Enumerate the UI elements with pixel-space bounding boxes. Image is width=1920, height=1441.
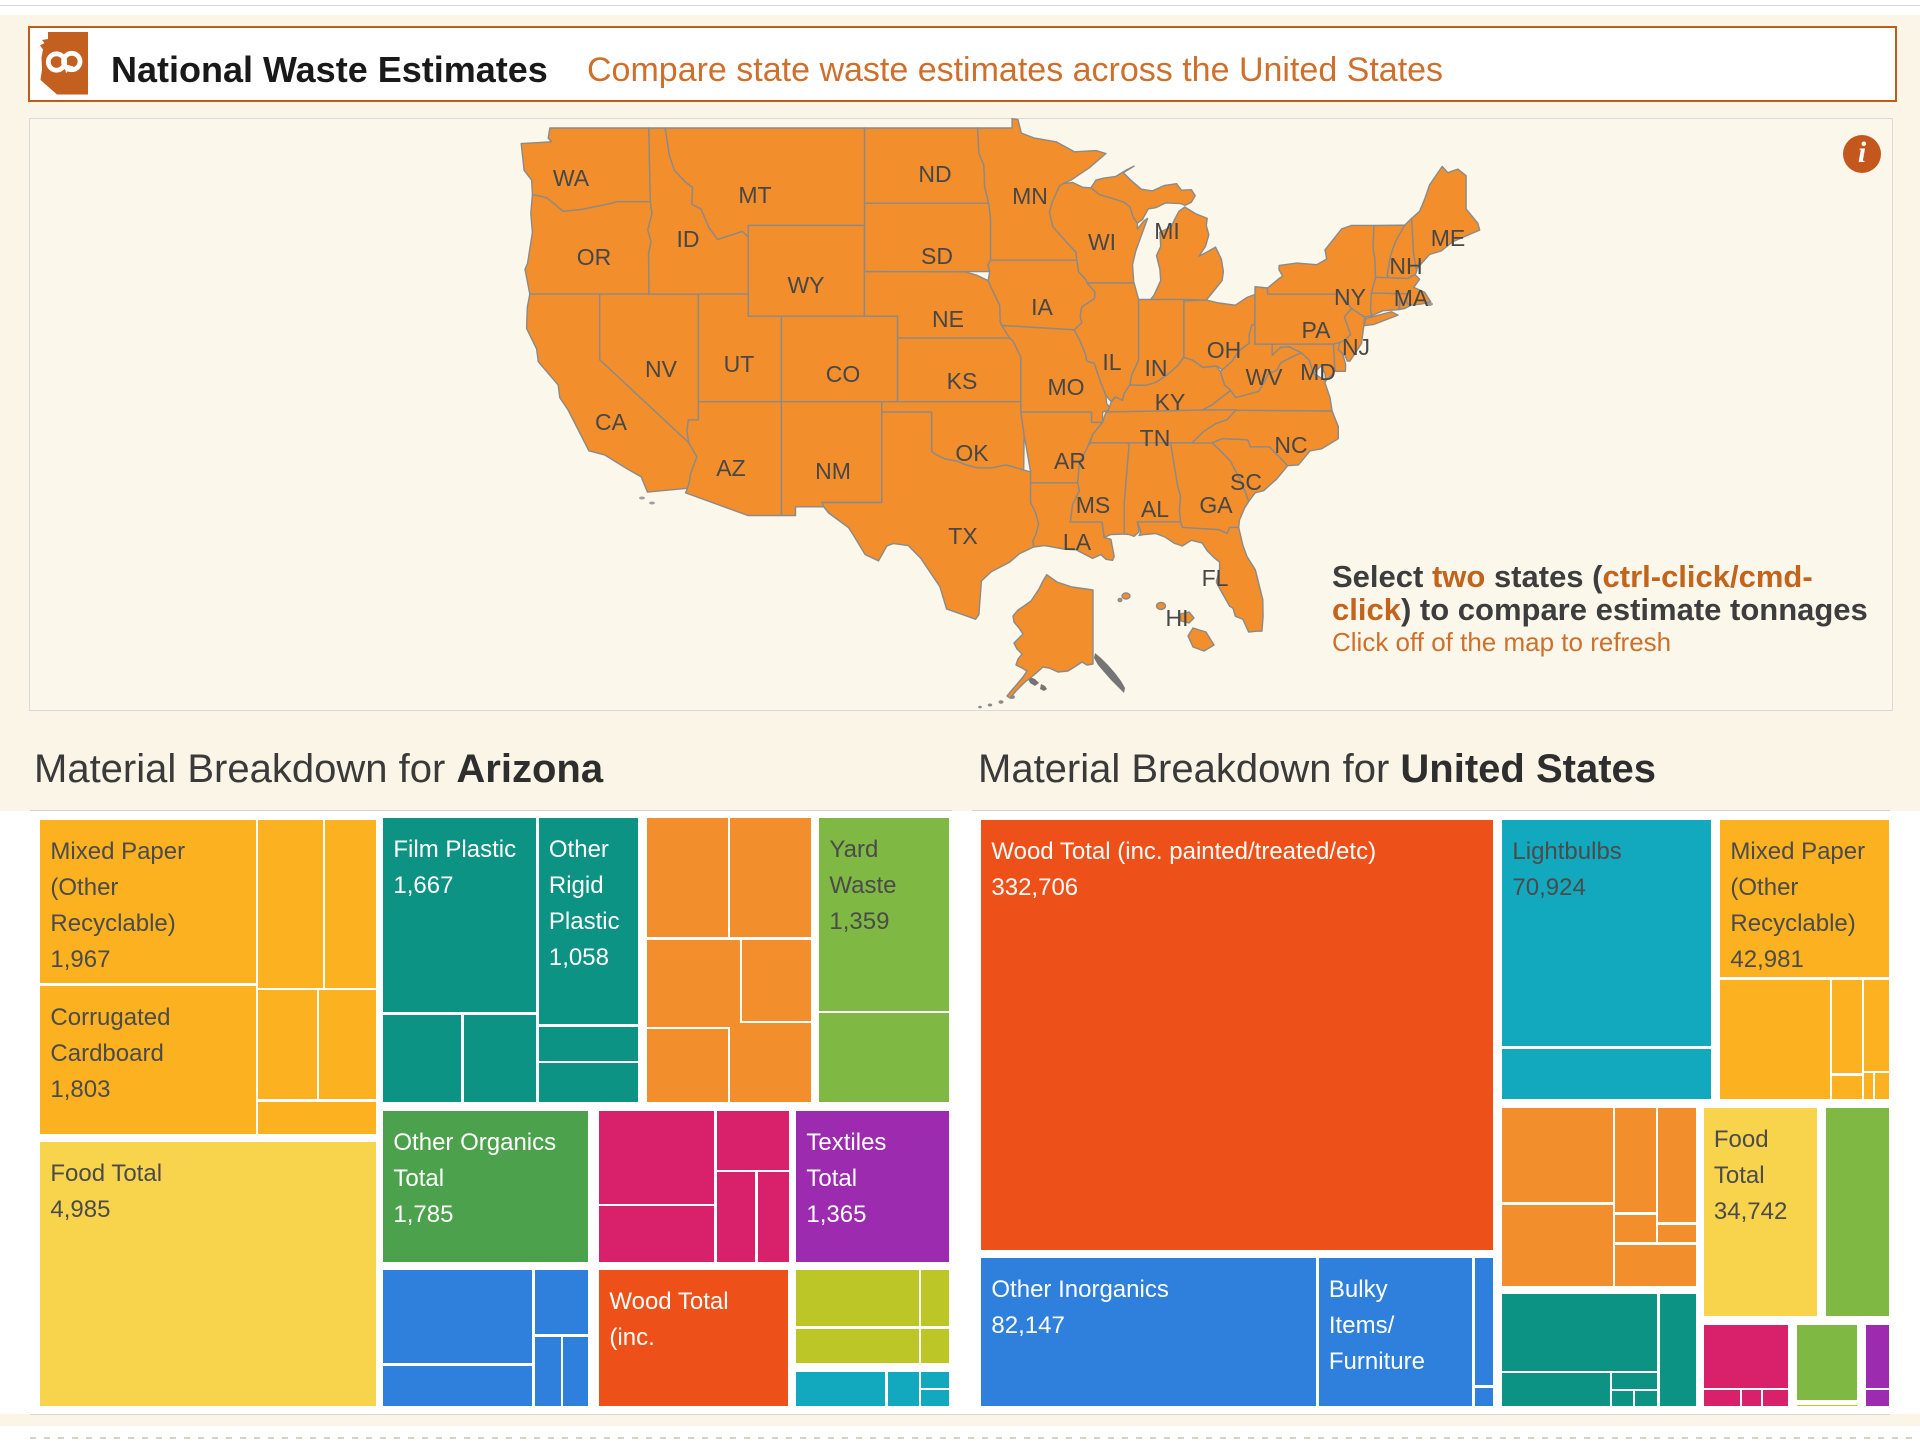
svg-text:SC: SC (1230, 469, 1262, 495)
svg-text:UT: UT (724, 351, 755, 377)
svg-text:SD: SD (921, 243, 953, 269)
svg-text:AL: AL (1141, 496, 1169, 522)
svg-text:IL: IL (1102, 349, 1121, 375)
svg-text:NC: NC (1274, 432, 1307, 458)
svg-text:ND: ND (918, 161, 951, 187)
svg-text:WY: WY (787, 272, 824, 298)
svg-text:WI: WI (1088, 229, 1116, 255)
svg-text:FL: FL (1202, 565, 1229, 591)
svg-text:MN: MN (1012, 183, 1048, 209)
svg-text:KY: KY (1155, 389, 1186, 415)
svg-text:LA: LA (1063, 529, 1092, 555)
svg-text:NV: NV (645, 356, 678, 382)
svg-text:WV: WV (1245, 364, 1283, 390)
svg-text:IA: IA (1031, 294, 1053, 320)
svg-text:WA: WA (553, 165, 590, 191)
svg-text:MS: MS (1076, 492, 1111, 518)
svg-text:GA: GA (1199, 492, 1233, 518)
svg-text:MI: MI (1154, 218, 1180, 244)
svg-text:ME: ME (1431, 225, 1466, 251)
svg-text:AR: AR (1054, 448, 1086, 474)
svg-text:CO: CO (826, 361, 861, 387)
svg-text:IN: IN (1145, 355, 1168, 381)
svg-text:NJ: NJ (1342, 334, 1370, 360)
svg-text:OR: OR (577, 244, 612, 270)
svg-text:NM: NM (815, 458, 851, 484)
svg-text:HI: HI (1166, 605, 1189, 631)
svg-text:TX: TX (948, 523, 977, 549)
svg-text:TN: TN (1140, 425, 1171, 451)
svg-text:OK: OK (955, 440, 989, 466)
svg-text:PA: PA (1302, 317, 1332, 343)
svg-text:AZ: AZ (716, 455, 745, 481)
svg-text:KS: KS (947, 368, 978, 394)
svg-text:MD: MD (1300, 359, 1336, 385)
svg-text:NH: NH (1389, 253, 1422, 279)
svg-text:MT: MT (738, 182, 771, 208)
svg-text:NE: NE (932, 306, 964, 332)
svg-text:MA: MA (1394, 285, 1429, 311)
svg-text:MO: MO (1047, 374, 1084, 400)
svg-text:CA: CA (595, 409, 628, 435)
svg-text:NY: NY (1334, 284, 1366, 310)
svg-text:OH: OH (1207, 337, 1242, 363)
svg-text:ID: ID (677, 226, 700, 252)
